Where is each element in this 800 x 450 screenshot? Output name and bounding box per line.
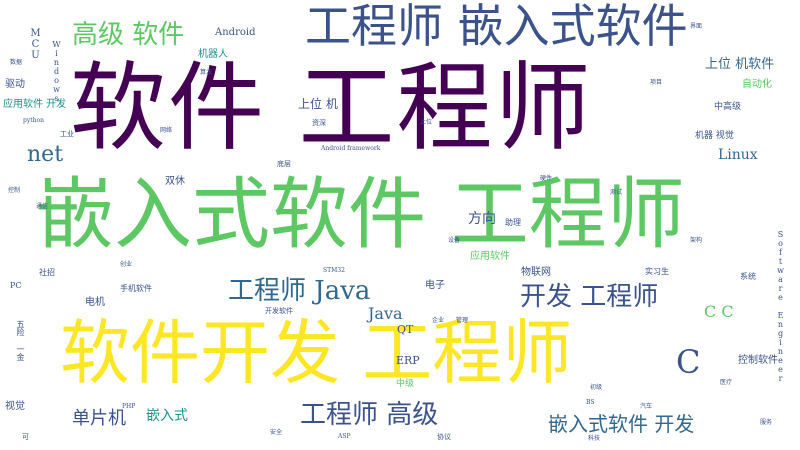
word: 自动化: [742, 79, 772, 90]
word: 工程师 嵌入式软件: [305, 0, 688, 53]
word: Linux: [718, 147, 758, 163]
word: STM32: [323, 267, 345, 274]
word: 工程师 高级: [300, 400, 439, 430]
word: 手机软件: [120, 284, 152, 293]
word: 嵌入式: [146, 408, 188, 424]
word: 上位 机软件: [705, 57, 775, 72]
word: 可: [22, 433, 29, 441]
word: 助理: [505, 218, 521, 227]
word: 工业: [60, 130, 74, 138]
word: 开发软件: [265, 307, 293, 315]
word: 设备: [448, 237, 461, 244]
word: 软件开发 工程师: [60, 312, 573, 394]
word: 硬件: [540, 175, 553, 182]
word: 中级: [396, 379, 415, 389]
word: 应用软件 开发: [3, 99, 67, 110]
word: 双休: [165, 176, 185, 187]
word: 服务: [760, 419, 773, 426]
word: 医疗: [720, 379, 733, 386]
word: 电子: [425, 280, 445, 291]
word: 系统: [740, 272, 756, 281]
word: PHP: [122, 403, 136, 410]
word: 软件 工程师: [70, 52, 593, 164]
word: 控制: [8, 187, 21, 194]
word: 视觉: [5, 401, 25, 412]
word: 机器人: [198, 49, 228, 60]
word: 高级 软件: [72, 20, 185, 50]
word: PC: [10, 281, 22, 290]
word: 算法: [200, 69, 213, 76]
word: 机器 视觉: [695, 131, 734, 141]
word: 工程师 Java: [228, 276, 371, 306]
word: 安全: [270, 429, 283, 436]
word: 创业: [120, 261, 133, 268]
word: Android framework: [321, 145, 381, 152]
word: 企业: [432, 317, 445, 324]
word: 上位: [420, 119, 433, 126]
word: C: [676, 343, 701, 381]
word: ERP: [396, 354, 420, 367]
word: Software Engineer: [776, 230, 785, 383]
word: 中高级: [714, 102, 742, 112]
word: 五险 一金: [16, 320, 25, 361]
word: Windows: [52, 40, 61, 103]
word: 底层: [277, 160, 291, 168]
word: 社招: [39, 268, 55, 277]
word: 嵌入式软件 工程师: [36, 170, 685, 260]
word: net: [27, 142, 64, 167]
word: ASP: [338, 433, 351, 440]
word: Java: [368, 304, 403, 323]
word: C C: [704, 302, 734, 321]
word: QT: [397, 323, 414, 336]
word: 上位 机: [298, 97, 338, 111]
word: 界面: [690, 23, 703, 30]
word: 方向: [468, 211, 496, 227]
word: MCU: [30, 28, 41, 61]
word: 项目: [650, 79, 663, 86]
word: 网络: [160, 127, 173, 134]
word: BS: [586, 399, 595, 406]
word: Android: [215, 27, 256, 38]
word: 通信: [36, 203, 49, 210]
word: 驱动: [5, 79, 25, 90]
word: 开发 工程师: [520, 282, 659, 312]
word: 控制软件: [738, 355, 778, 366]
word: 汽车: [640, 403, 653, 410]
word: 实习生: [645, 267, 669, 276]
word: 架构: [690, 237, 703, 244]
word: 单片机: [72, 408, 126, 429]
word: 物联网: [521, 267, 551, 278]
word: 初级: [590, 384, 603, 391]
word: 应用软件: [470, 251, 510, 262]
word: 科技: [588, 435, 601, 442]
word: 协议: [437, 433, 451, 441]
word: 管理: [456, 317, 469, 324]
word: 电机: [85, 297, 105, 308]
word: 测试: [610, 189, 623, 196]
word: 资深: [312, 119, 326, 127]
word: 数据: [10, 59, 23, 66]
word: python: [23, 117, 44, 124]
word: 嵌入式软件 开发: [548, 412, 695, 436]
